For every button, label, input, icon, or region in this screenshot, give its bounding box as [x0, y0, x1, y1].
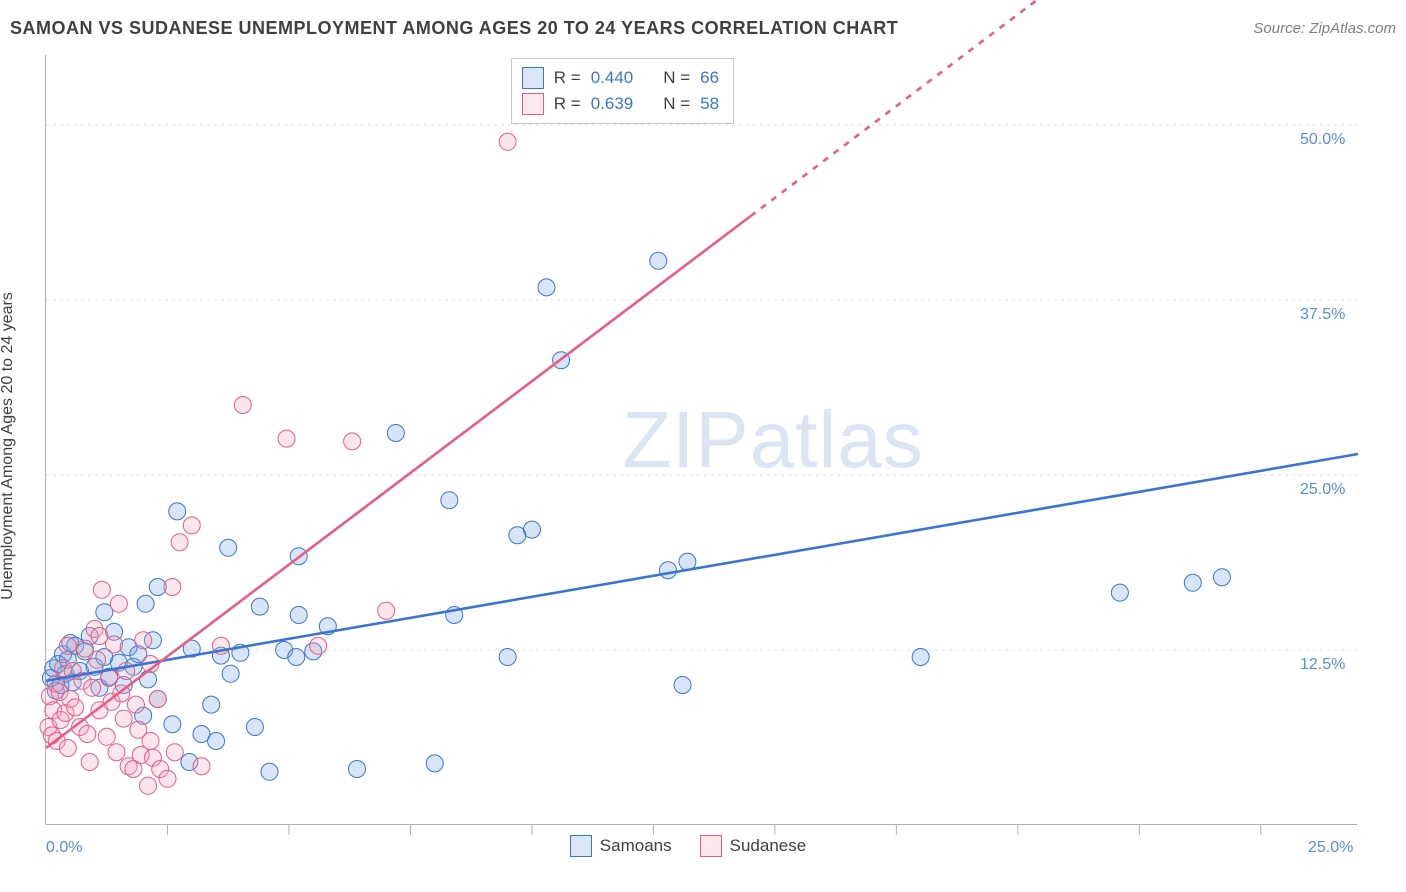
sudanese-point: [93, 581, 110, 598]
chart-title: SAMOAN VS SUDANESE UNEMPLOYMENT AMONG AG…: [10, 18, 898, 39]
sudanese-point: [84, 679, 101, 696]
samoans-point: [290, 607, 307, 624]
series-label-samoans: Samoans: [600, 836, 672, 856]
samoans-point: [164, 716, 181, 733]
source-attribution: Source: ZipAtlas.com: [1253, 20, 1396, 37]
samoans-point: [222, 665, 239, 682]
sudanese-point: [135, 632, 152, 649]
y-tick-label: 25.0%: [1300, 481, 1345, 499]
y-axis-label: Unemployment Among Ages 20 to 24 years: [0, 292, 17, 600]
samoans-point: [261, 763, 278, 780]
series-legend: Samoans Sudanese: [570, 835, 806, 857]
sudanese-trendline: [46, 216, 751, 748]
sudanese-point: [81, 754, 98, 771]
legend-swatch-sudanese: [700, 835, 722, 857]
correlation-legend: R = 0.440 N = 66 R = 0.639 N = 58: [511, 58, 734, 124]
sudanese-point: [98, 728, 115, 745]
samoans-point: [387, 425, 404, 442]
samoans-point: [208, 733, 225, 750]
y-tick-label: 50.0%: [1300, 131, 1345, 149]
series-label-sudanese: Sudanese: [730, 836, 807, 856]
n-value-samoans: 66: [700, 68, 719, 88]
sudanese-point: [171, 534, 188, 551]
samoans-point: [1184, 574, 1201, 591]
x-origin-label: 0.0%: [46, 839, 82, 857]
samoans-point: [1213, 569, 1230, 586]
sudanese-point: [166, 744, 183, 761]
sudanese-point: [79, 726, 96, 743]
y-tick-label: 12.5%: [1300, 656, 1345, 674]
x-max-label: 25.0%: [1308, 839, 1353, 857]
samoans-point: [348, 761, 365, 778]
sudanese-point: [89, 651, 106, 668]
sudanese-point: [149, 691, 166, 708]
source-prefix: Source:: [1253, 20, 1309, 37]
sudanese-point: [108, 744, 125, 761]
legend-row-samoans: R = 0.440 N = 66: [522, 65, 719, 91]
y-tick-label: 37.5%: [1300, 306, 1345, 324]
samoans-point: [140, 671, 157, 688]
r-label: R =: [554, 68, 581, 88]
sudanese-point: [193, 758, 210, 775]
r-label: R =: [554, 94, 581, 114]
sudanese-point: [110, 595, 127, 612]
source-name: ZipAtlas.com: [1309, 20, 1396, 37]
samoans-point: [523, 521, 540, 538]
samoans-trendline: [46, 454, 1358, 681]
sudanese-point: [164, 579, 181, 596]
series-legend-item-sudanese: Sudanese: [700, 835, 807, 857]
n-label: N =: [663, 94, 690, 114]
sudanese-point: [378, 602, 395, 619]
samoans-point: [220, 539, 237, 556]
sudanese-point: [278, 430, 295, 447]
r-value-samoans: 0.440: [591, 68, 634, 88]
samoans-point: [499, 649, 516, 666]
sudanese-point: [344, 433, 361, 450]
samoans-point: [203, 696, 220, 713]
sudanese-point: [310, 637, 327, 654]
series-legend-item-samoans: Samoans: [570, 835, 672, 857]
sudanese-point: [67, 699, 84, 716]
samoans-point: [912, 649, 929, 666]
samoans-point: [137, 595, 154, 612]
sudanese-point: [59, 637, 76, 654]
samoans-point: [650, 252, 667, 269]
n-label: N =: [663, 68, 690, 88]
sudanese-point: [142, 733, 159, 750]
samoans-point: [674, 677, 691, 694]
samoans-point: [441, 492, 458, 509]
r-value-sudanese: 0.639: [591, 94, 634, 114]
sudanese-point: [183, 517, 200, 534]
sudanese-point: [159, 770, 176, 787]
sudanese-point: [115, 710, 132, 727]
legend-swatch-sudanese: [522, 93, 544, 115]
samoans-point: [246, 719, 263, 736]
scatter-plot: 12.5%25.0%37.5%50.0%0.0%25.0%: [45, 55, 1357, 825]
legend-swatch-samoans: [570, 835, 592, 857]
samoans-point: [251, 598, 268, 615]
samoans-point: [1111, 584, 1128, 601]
samoans-point: [288, 649, 305, 666]
sudanese-point: [234, 397, 251, 414]
sudanese-point: [59, 740, 76, 757]
legend-swatch-samoans: [522, 67, 544, 89]
samoans-point: [659, 562, 676, 579]
samoans-point: [426, 755, 443, 772]
sudanese-point: [106, 636, 123, 653]
n-value-sudanese: 58: [700, 94, 719, 114]
sudanese-point: [127, 696, 144, 713]
sudanese-point: [140, 777, 157, 794]
legend-row-sudanese: R = 0.639 N = 58: [522, 91, 719, 117]
samoans-point: [169, 503, 186, 520]
samoans-point: [538, 279, 555, 296]
sudanese-point: [499, 133, 516, 150]
